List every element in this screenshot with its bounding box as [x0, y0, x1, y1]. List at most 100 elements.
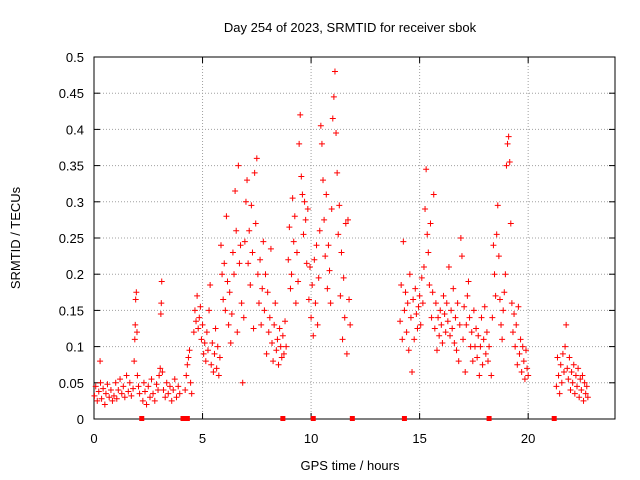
data-point	[109, 397, 116, 404]
data-point	[291, 213, 298, 220]
data-point	[199, 321, 206, 328]
data-point	[153, 381, 160, 388]
data-point	[320, 177, 327, 184]
data-point	[226, 289, 233, 296]
data-point	[463, 321, 470, 328]
data-point	[145, 383, 152, 390]
y-tick-label: 0.25	[59, 231, 84, 246]
data-point	[325, 242, 332, 249]
data-point	[581, 379, 588, 386]
data-point	[211, 350, 218, 357]
baseline-marker	[184, 416, 190, 421]
data-point	[431, 325, 438, 332]
data-point	[475, 332, 482, 339]
data-point	[438, 321, 445, 328]
data-point	[337, 292, 344, 299]
data-point	[227, 339, 234, 346]
data-point	[301, 198, 308, 205]
data-point	[458, 253, 465, 260]
data-point	[442, 329, 449, 336]
data-point	[110, 392, 117, 399]
data-point	[217, 242, 224, 249]
data-point	[576, 394, 583, 401]
data-point	[496, 296, 503, 303]
data-point	[252, 220, 259, 227]
data-point	[504, 140, 511, 147]
y-tick-label: 0.35	[59, 159, 84, 174]
data-point	[499, 336, 506, 343]
data-point	[414, 325, 421, 332]
data-point	[316, 227, 323, 234]
data-point	[91, 392, 98, 399]
data-point	[187, 379, 194, 386]
data-point	[562, 343, 569, 350]
data-point	[251, 169, 258, 176]
data-point	[207, 282, 214, 289]
data-point	[165, 390, 172, 397]
data-point	[494, 202, 501, 209]
data-point	[261, 307, 268, 314]
data-point	[437, 307, 444, 314]
y-tick-label: 0	[77, 412, 84, 427]
data-point	[519, 343, 526, 350]
data-point	[196, 314, 203, 321]
data-point	[289, 195, 296, 202]
data-point	[336, 202, 343, 209]
data-point	[469, 358, 476, 365]
data-point	[440, 292, 447, 299]
data-point	[220, 296, 227, 303]
data-point	[208, 361, 215, 368]
data-point	[413, 311, 420, 318]
data-point	[219, 271, 226, 278]
data-point	[186, 347, 193, 354]
data-point	[235, 162, 242, 169]
data-point	[449, 325, 456, 332]
data-point	[418, 274, 425, 281]
data-point	[335, 231, 342, 238]
data-point	[295, 278, 302, 285]
data-point	[317, 122, 324, 129]
data-point	[448, 307, 455, 314]
data-point	[347, 321, 354, 328]
data-point	[240, 314, 247, 321]
baseline-marker	[486, 416, 492, 421]
data-point	[106, 394, 113, 401]
data-point	[133, 289, 140, 296]
data-point	[569, 379, 576, 386]
data-point	[283, 343, 290, 350]
data-point	[241, 238, 248, 245]
data-point	[513, 321, 520, 328]
data-point	[185, 354, 192, 361]
data-point	[491, 271, 498, 278]
data-point	[97, 358, 104, 365]
data-point	[160, 387, 167, 394]
data-point	[223, 213, 230, 220]
data-point	[275, 361, 282, 368]
data-point	[132, 321, 139, 328]
data-point	[453, 347, 460, 354]
data-point	[570, 361, 577, 368]
data-point	[328, 206, 335, 213]
data-point	[163, 379, 170, 386]
data-point	[236, 260, 243, 267]
data-point	[340, 274, 347, 281]
data-point	[454, 300, 461, 307]
data-point	[568, 368, 575, 375]
data-point	[239, 379, 246, 386]
data-point	[245, 260, 252, 267]
data-point	[191, 307, 198, 314]
data-point	[257, 256, 264, 263]
data-point	[517, 336, 524, 343]
data-point	[101, 401, 108, 408]
data-point	[520, 358, 527, 365]
data-point	[272, 300, 279, 307]
data-point	[468, 329, 475, 336]
data-point	[184, 361, 191, 368]
data-point	[557, 361, 564, 368]
data-point	[171, 376, 178, 383]
data-point	[521, 376, 528, 383]
data-point	[470, 307, 477, 314]
data-point	[277, 343, 284, 350]
baseline-markers	[139, 416, 557, 421]
x-tick-label: 5	[199, 431, 206, 446]
